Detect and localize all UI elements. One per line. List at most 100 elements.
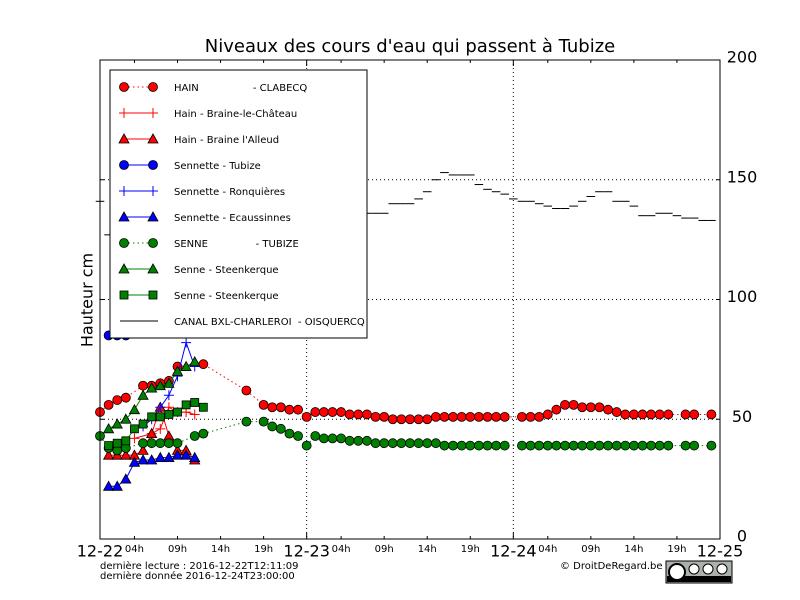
marker [430,411,441,422]
marker [119,108,129,118]
marker [284,404,295,415]
marker [646,440,657,451]
marker [611,407,622,417]
marker [301,440,312,451]
marker [119,290,129,300]
marker [396,438,407,449]
marker [517,440,527,451]
marker [145,382,158,393]
marker [128,403,141,415]
marker [637,440,648,451]
marker [148,290,158,300]
legend-label: Sennette - Tubize [174,161,261,172]
marker [646,409,657,420]
marker [318,433,329,444]
chart-title: Niveaux des cours d'eau qui passent à Tu… [205,36,615,57]
marker [102,423,115,434]
x-tick-label: 12-24 [490,542,537,561]
marker [137,389,149,400]
marker [448,440,458,451]
marker [267,402,278,413]
marker [620,409,631,420]
marker [525,411,536,422]
marker [118,133,130,144]
footer-text: dernière donnée 2016-12-24T23:00:00 [100,570,295,582]
marker [310,431,321,441]
marker [336,407,347,417]
marker [482,411,493,422]
marker [104,441,114,450]
x-tick-label: 04h [125,544,144,555]
marker [344,409,355,420]
legend-label: Hain - Braine-le-Château [174,108,297,120]
plot-frame [99,59,721,540]
y-tick-label: 0 [737,527,747,546]
footer-text: © DroitDeRegard.be [560,561,663,572]
marker [585,402,596,413]
marker [189,409,200,420]
marker [164,410,174,419]
marker [594,440,605,451]
marker [155,438,166,449]
marker [473,440,484,451]
marker [138,419,148,429]
marker [525,440,536,451]
marker [190,398,200,407]
marker [603,404,613,415]
marker [456,411,467,422]
marker [145,454,158,465]
x-tick-label: 04h [332,544,351,555]
marker [147,412,157,422]
marker [448,411,458,422]
marker [456,440,467,451]
legend-label: SENNE - TUBIZE [174,239,299,250]
marker [155,402,166,413]
marker [111,480,123,491]
marker [620,440,631,451]
marker [198,402,208,412]
marker [551,440,562,451]
marker [706,440,717,451]
marker [120,449,132,460]
x-tick-label: 12-22 [77,542,124,561]
marker [112,395,123,405]
marker [148,186,158,196]
marker [689,440,700,451]
marker [258,399,269,410]
marker [198,359,209,370]
marker [171,365,184,376]
marker [128,456,141,467]
x-tick-label: 19h [461,544,480,555]
marker [663,409,674,420]
marker [138,380,148,391]
marker [173,407,182,417]
marker [654,440,665,451]
x-tick-label: 04h [538,544,557,555]
marker [499,411,510,422]
marker [534,440,545,451]
marker [628,409,639,420]
marker [568,399,579,410]
marker [560,399,570,410]
marker [146,438,157,449]
marker [275,423,286,434]
marker [422,438,433,449]
marker [189,431,200,441]
marker [147,133,159,144]
marker [102,480,115,491]
legend-label: Sennette - Ecaussinnes [174,213,291,224]
license-badge [665,560,733,584]
marker [147,263,159,274]
marker [353,409,364,420]
legend-label: Senne - Steenkerque [174,265,279,276]
marker [594,402,605,413]
marker [118,211,130,222]
marker [568,440,579,451]
marker [379,438,390,449]
marker [155,412,165,422]
marker [181,337,192,348]
marker [119,82,129,92]
marker [198,428,209,439]
marker [379,411,390,422]
marker [362,435,372,446]
